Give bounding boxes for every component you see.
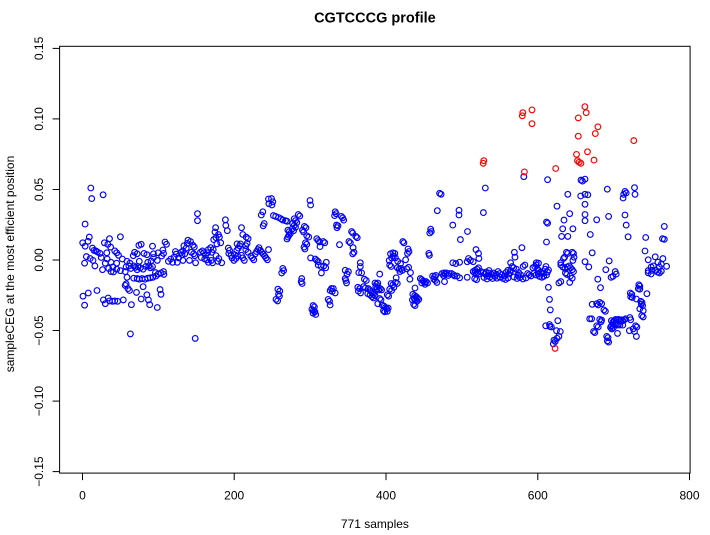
svg-text:800: 800 xyxy=(679,488,699,502)
svg-text:0.00: 0.00 xyxy=(32,248,46,272)
svg-text:−0.15: −0.15 xyxy=(32,456,46,487)
svg-text:sampleCEG at the most efficien: sampleCEG at the most efficient position xyxy=(3,156,17,373)
svg-text:CGTCCCG profile: CGTCCCG profile xyxy=(314,10,436,26)
svg-text:0.05: 0.05 xyxy=(32,177,46,201)
svg-text:0.15: 0.15 xyxy=(32,36,46,60)
svg-text:0.10: 0.10 xyxy=(32,107,46,131)
svg-text:771 samples: 771 samples xyxy=(341,517,409,530)
svg-text:0: 0 xyxy=(79,488,86,502)
svg-text:400: 400 xyxy=(376,488,396,502)
svg-text:−0.10: −0.10 xyxy=(32,386,46,417)
svg-text:200: 200 xyxy=(224,488,244,502)
svg-text:−0.05: −0.05 xyxy=(32,315,46,346)
svg-text:600: 600 xyxy=(528,488,548,502)
